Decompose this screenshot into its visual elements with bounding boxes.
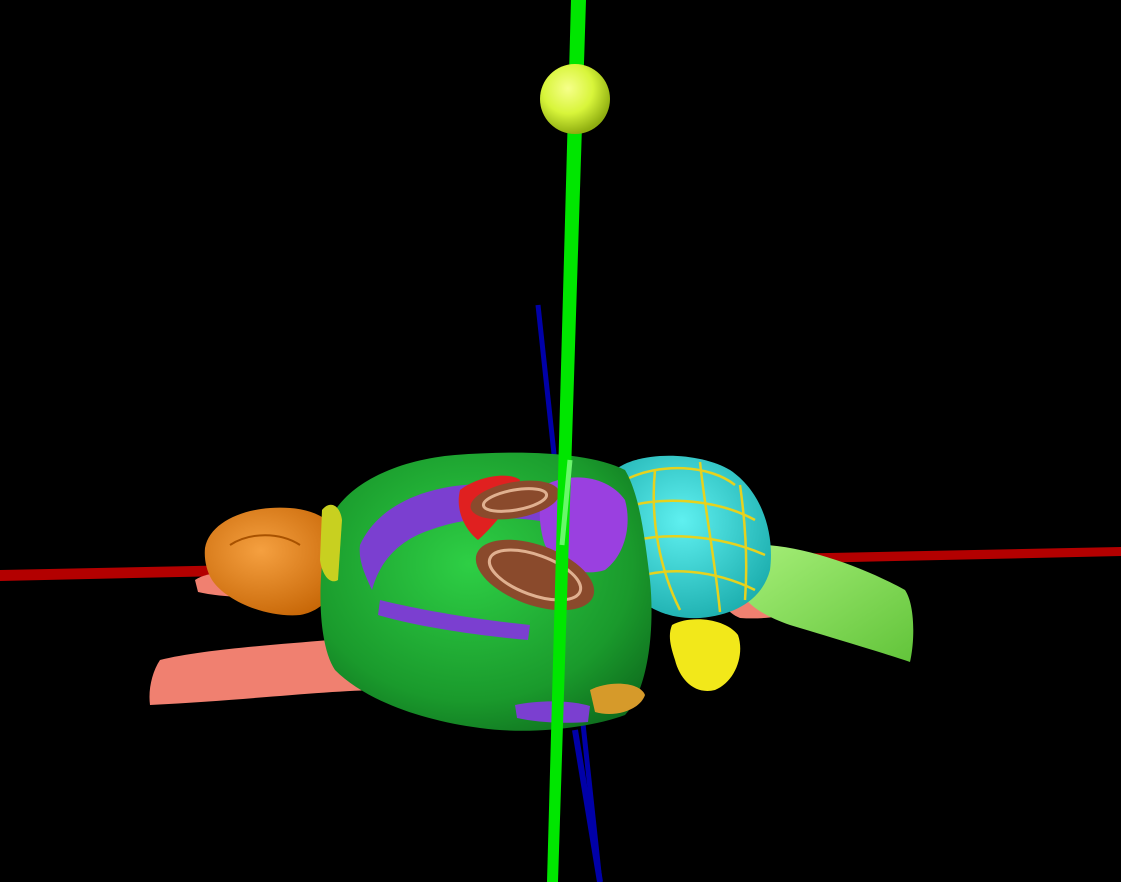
y-axis-line <box>547 0 586 882</box>
z-axis-line-front <box>572 729 603 882</box>
region-paraflocculus <box>669 619 741 691</box>
region-corpus-callosum-lower <box>378 600 530 640</box>
region-olfactory-bulb-fold <box>229 534 301 546</box>
region-medulla <box>735 544 914 662</box>
probe-tip-marker[interactable] <box>540 64 610 134</box>
region-cortex-accent-left <box>320 504 342 582</box>
probe-shaft <box>559 459 573 546</box>
region-cortex-accent-bottom <box>590 683 645 715</box>
region-olfactory-bulb <box>204 507 345 616</box>
